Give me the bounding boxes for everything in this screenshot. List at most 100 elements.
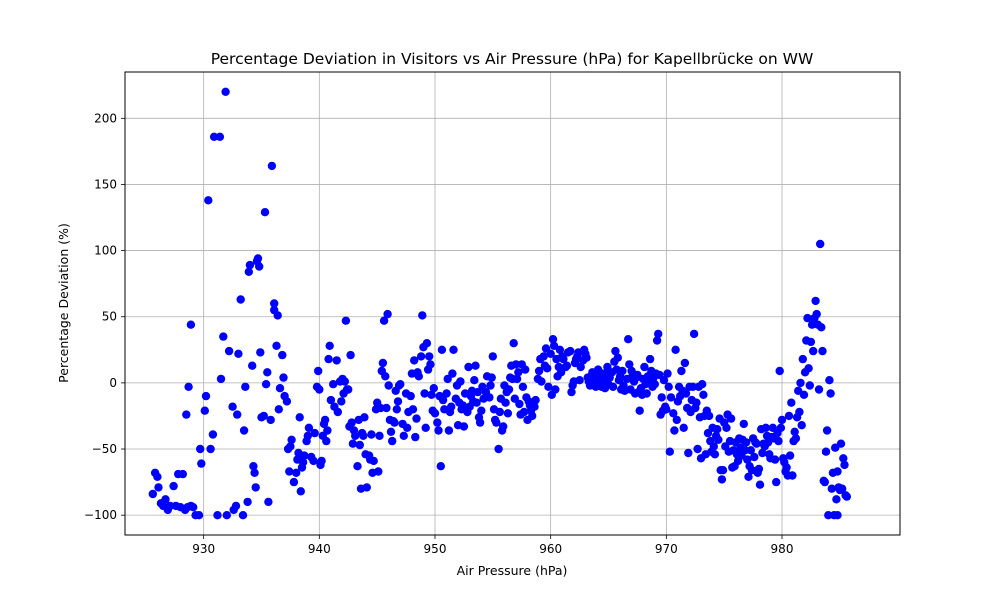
chart-title: Percentage Deviation in Visitors vs Air … [211,50,814,68]
data-point [795,407,804,417]
data-point [381,372,390,381]
data-point [259,411,268,421]
data-point [809,346,818,356]
data-point [422,339,432,348]
data-point [270,299,279,308]
y-tick-label: 100 [94,244,117,258]
data-point [282,397,292,406]
data-point [309,456,318,466]
data-point [714,435,723,444]
data-point [798,354,807,364]
data-point [807,320,817,329]
data-point [182,410,191,419]
data-point [488,352,497,361]
data-point [544,382,553,391]
data-point [521,365,530,374]
data-point [248,361,257,370]
y-tick-label: 0 [109,376,117,390]
data-point [200,406,209,415]
data-point [464,362,473,372]
y-tick-label: −50 [92,442,117,456]
data-point [393,397,403,406]
data-point [378,358,388,368]
data-point [531,395,540,405]
data-point [425,352,434,361]
data-point [154,483,163,492]
data-point [555,345,565,354]
data-point [672,415,681,425]
data-point [376,403,385,413]
data-point [189,503,198,512]
data-point [840,460,849,470]
data-point [444,426,454,435]
data-point [546,349,555,358]
x-axis-ticks: 930 940 950 960 970 980 [192,535,793,556]
data-point [367,430,376,439]
data-point [726,414,736,423]
data-point [392,405,401,414]
data-point [838,484,847,493]
data-point [826,389,835,398]
data-point [448,369,457,378]
data-point [475,418,485,427]
data-point [279,373,288,382]
x-tick-label: 940 [308,542,331,556]
data-point [272,341,281,350]
data-point [346,350,355,360]
data-point [777,415,787,425]
data-point [161,495,170,504]
data-point [494,444,503,454]
data-point [244,267,253,276]
data-point [165,501,175,511]
data-point [236,295,245,304]
data-point [833,511,842,520]
data-point [824,511,833,520]
data-point [657,393,666,402]
y-tick-label: 150 [94,177,117,191]
data-point [642,389,651,398]
data-point [399,431,408,440]
data-point [635,406,644,415]
data-point [396,380,405,389]
data-point [804,364,813,373]
data-point [755,480,765,489]
data-point [289,477,299,487]
data-point [816,239,825,249]
data-point [353,462,362,471]
data-point [717,475,727,484]
data-point [295,413,304,422]
data-point [752,439,761,448]
data-point [818,346,827,356]
data-point [784,411,794,421]
data-point [274,405,283,414]
data-point [485,393,494,402]
data-point [427,390,436,399]
data-point [688,382,698,391]
data-point [411,432,420,442]
data-point [386,427,396,436]
data-point [803,313,812,323]
data-point [820,477,829,487]
data-point [447,402,456,411]
data-point [677,366,686,376]
data-point [418,311,427,320]
data-point [320,415,330,425]
data-point [774,436,783,446]
data-point [785,451,795,460]
data-point [487,373,496,382]
data-point [348,439,358,448]
data-point [194,511,204,520]
data-point [827,484,836,493]
data-point [492,418,501,427]
data-point [215,132,225,141]
x-tick-label: 950 [424,542,447,556]
data-point [698,380,707,389]
data-point [216,374,226,384]
data-point [384,381,393,390]
data-point [662,405,671,414]
data-point [238,511,248,520]
x-axis-label: Air Pressure (hPa) [457,563,568,578]
data-point [811,296,820,306]
data-point [434,426,443,435]
data-point [689,329,699,339]
